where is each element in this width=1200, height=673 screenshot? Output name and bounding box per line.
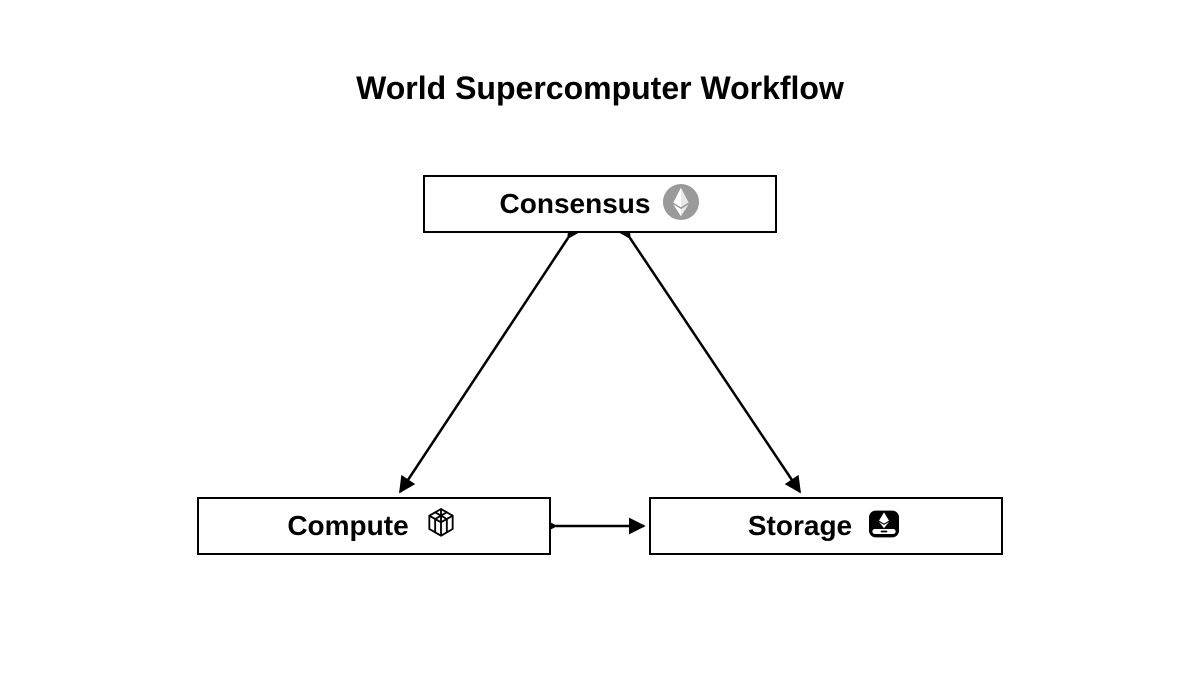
storage-icon bbox=[864, 504, 904, 549]
ethereum-icon bbox=[662, 183, 700, 226]
node-storage: Storage bbox=[649, 497, 1003, 555]
node-compute: Compute bbox=[197, 497, 551, 555]
compute-icon bbox=[421, 504, 461, 549]
node-consensus: Consensus bbox=[423, 175, 777, 233]
edge-consensus-compute bbox=[400, 238, 568, 492]
diagram-title: World Supercomputer Workflow bbox=[0, 70, 1200, 107]
edge-consensus-storage bbox=[630, 238, 800, 492]
node-storage-label: Storage bbox=[748, 510, 852, 542]
diagram-canvas: World Supercomputer Workflow Consensus bbox=[0, 0, 1200, 673]
node-consensus-label: Consensus bbox=[500, 188, 651, 220]
node-compute-label: Compute bbox=[287, 510, 408, 542]
